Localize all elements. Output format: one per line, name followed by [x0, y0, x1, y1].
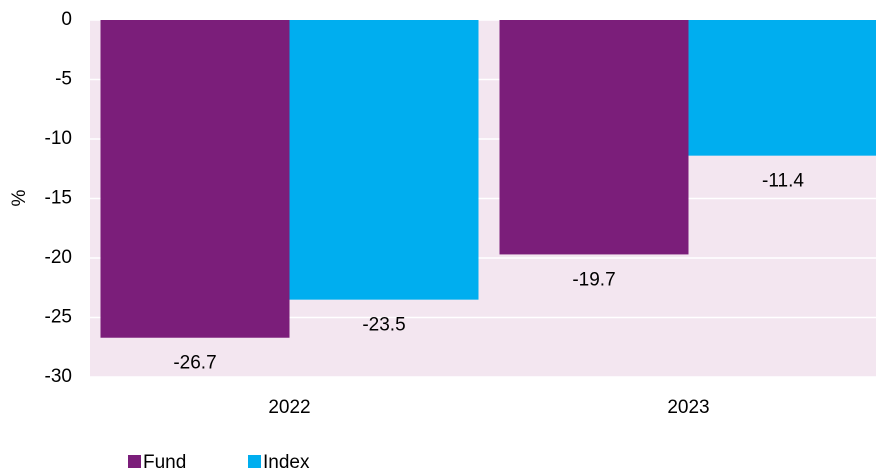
y-tick-label: -5: [55, 69, 72, 90]
x-tick-label: 2022: [268, 397, 310, 418]
x-tick-label: 2023: [667, 397, 709, 418]
legend-swatch: [128, 455, 141, 468]
y-tick-label: -30: [45, 366, 72, 387]
legend-label: Index: [263, 452, 310, 472]
y-tick-label: -15: [45, 188, 72, 209]
legend-label: Fund: [143, 452, 186, 472]
legend-swatch: [248, 455, 261, 468]
data-label: -23.5: [362, 315, 405, 336]
bar: [499, 20, 689, 255]
y-tick-label: -10: [45, 128, 72, 149]
data-label: -19.7: [572, 269, 615, 290]
y-tick-label: -20: [45, 247, 72, 268]
bar: [100, 20, 290, 338]
data-label: -26.7: [173, 353, 216, 374]
y-tick-label: -25: [45, 307, 72, 328]
y-tick-label: 0: [61, 9, 72, 30]
data-label: -11.4: [762, 171, 804, 192]
bar: [289, 20, 479, 300]
y-axis-label: %: [9, 189, 30, 206]
bar: [688, 20, 876, 156]
